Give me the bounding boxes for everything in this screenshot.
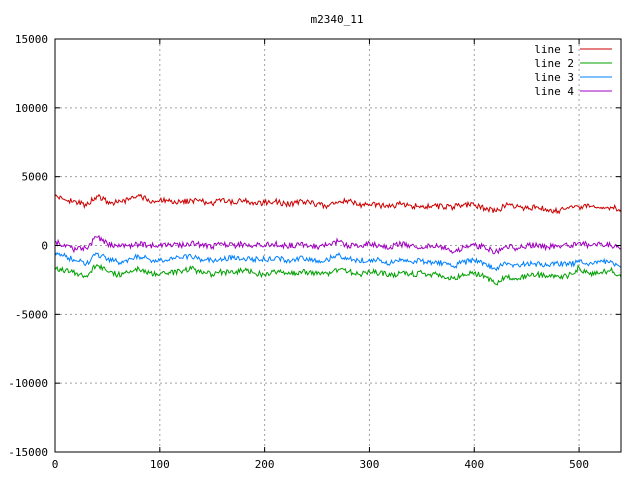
x-tick-label: 400 (464, 458, 484, 471)
x-tick-label: 200 (255, 458, 275, 471)
y-tick-label: 0 (41, 240, 48, 253)
x-tick-label: 500 (569, 458, 589, 471)
legend-label: line 1 (534, 43, 574, 56)
tick-layer: 0 100 200 300 400 500 -15000 -10000 -5000 0 5000 10… (8, 33, 621, 471)
y-tick-label: -10000 (8, 377, 48, 390)
x-tick-label: 100 (150, 458, 170, 471)
y-tick-label: 5000 (22, 171, 49, 184)
y-tick-label: 15000 (15, 33, 48, 46)
chart-title: m2340_11 (311, 13, 364, 26)
series-line-4 (54, 234, 622, 255)
legend-label: line 4 (534, 85, 574, 98)
legend-label: line 2 (534, 57, 574, 70)
x-tick-label: 300 (360, 458, 380, 471)
series-line-3 (54, 251, 622, 272)
y-tick-label: 10000 (15, 102, 48, 115)
x-tick-label: 0 (52, 458, 59, 471)
y-tick-label: -15000 (8, 446, 48, 459)
y-tick-label: -5000 (15, 308, 48, 321)
series-line-2 (54, 263, 622, 286)
series-line-1 (54, 193, 622, 215)
series-layer (54, 193, 622, 286)
legend-label: line 3 (534, 71, 574, 84)
